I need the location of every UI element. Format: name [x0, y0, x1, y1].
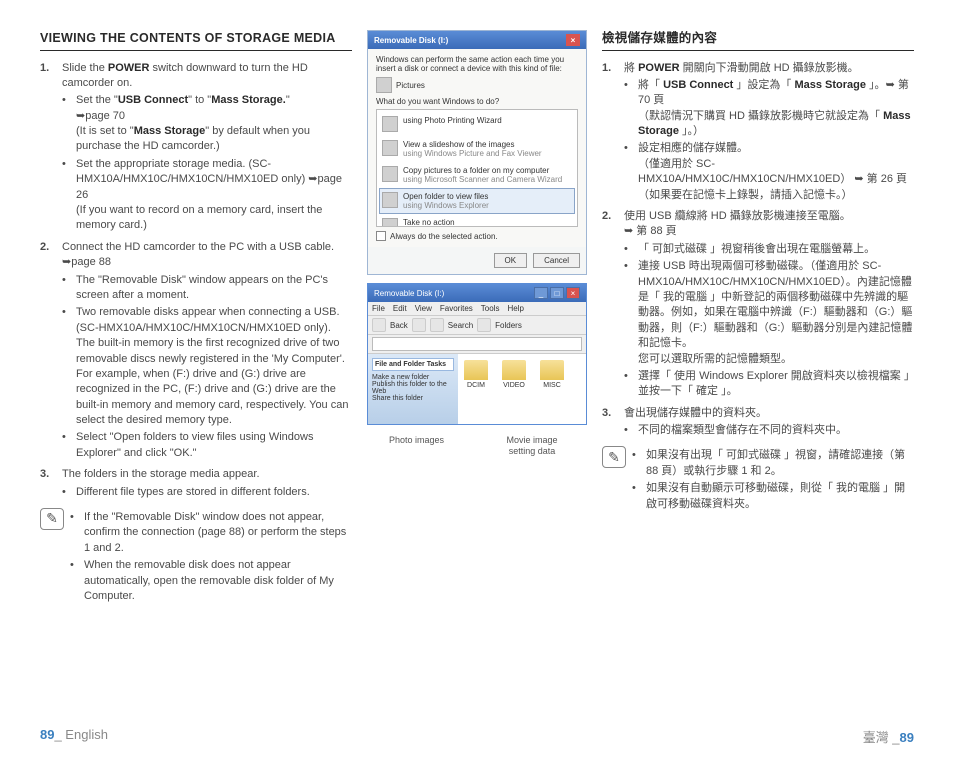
- task-link[interactable]: Share this folder: [372, 395, 454, 402]
- left-column: VIEWING THE CONTENTS OF STORAGE MEDIA 1.…: [40, 30, 352, 700]
- arrow-icon: [62, 256, 71, 268]
- option-icon: [382, 218, 398, 227]
- folder-item[interactable]: MISC: [540, 360, 564, 418]
- step-num: 3.: [602, 406, 624, 441]
- checkbox-icon[interactable]: [376, 231, 386, 241]
- arrow-icon: [624, 225, 633, 237]
- folder-icon: [502, 360, 526, 380]
- cancel-button[interactable]: Cancel: [533, 253, 580, 268]
- menu-bar[interactable]: FileEditViewFavoritesToolsHelp: [368, 302, 586, 316]
- toolbar: Back Search Folders: [368, 316, 586, 335]
- close-icon[interactable]: ×: [566, 287, 580, 299]
- folder-icon: [464, 360, 488, 380]
- dialog-text: What do you want Windows to do?: [376, 97, 578, 106]
- pictures-icon: [376, 77, 392, 93]
- page-footer: 89_ English 臺灣 _89: [40, 727, 914, 746]
- ok-button[interactable]: OK: [494, 253, 528, 268]
- right-column: 檢視儲存媒體的內容 1. 將 POWER 開關向下滑動開啟 HD 攝錄放影機。 …: [602, 30, 914, 700]
- caption-row: Photo images Movie imagesetting data: [367, 435, 587, 457]
- task-link[interactable]: Make a new folder: [372, 374, 454, 381]
- autoplay-option[interactable]: View a slideshow of the imagesusing Wind…: [379, 136, 575, 162]
- arrow-icon: [308, 173, 317, 185]
- address-bar[interactable]: [372, 337, 582, 351]
- step-num: 3.: [40, 467, 62, 502]
- folder-view: DCIM VIDEO MISC: [458, 354, 586, 424]
- autoplay-option[interactable]: Copy pictures to a folder on my computer…: [379, 162, 575, 188]
- note-box: ✎ 如果沒有出現「 可卸式磁碟 」視窗，請確認連接（第 88 頁）或執行步驟 1…: [602, 446, 914, 514]
- autoplay-option-selected[interactable]: Open folder to view filesusing Windows E…: [379, 188, 575, 214]
- close-icon[interactable]: ×: [566, 34, 580, 46]
- step-num: 2.: [40, 240, 62, 463]
- arrow-icon: [854, 173, 863, 185]
- autoplay-option[interactable]: using Photo Printing Wizard: [379, 112, 575, 136]
- folder-icon: [540, 360, 564, 380]
- minimize-icon[interactable]: _: [534, 287, 548, 299]
- option-icon: [382, 116, 398, 132]
- dialog-text: Windows can perform the same action each…: [376, 55, 578, 73]
- dialog-titlebar: Removable Disk (I:) ×: [368, 31, 586, 49]
- task-link[interactable]: Publish this folder to the Web: [372, 381, 454, 395]
- step-num: 1.: [40, 61, 62, 236]
- search-icon[interactable]: [430, 318, 444, 332]
- note-icon: ✎: [602, 446, 626, 468]
- note-box: ✎ If the "Removable Disk" window does no…: [40, 508, 352, 606]
- note-icon: ✎: [40, 508, 64, 530]
- step-num: 1.: [602, 61, 624, 206]
- right-heading: 檢視儲存媒體的內容: [602, 30, 914, 51]
- arrow-icon: [886, 79, 895, 91]
- always-checkbox-row[interactable]: Always do the selected action.: [376, 231, 578, 241]
- center-column: Removable Disk (I:) × Windows can perfor…: [362, 30, 592, 700]
- autoplay-option[interactable]: Take no action: [379, 214, 575, 227]
- back-icon[interactable]: [372, 318, 386, 332]
- maximize-icon[interactable]: □: [550, 287, 564, 299]
- step-body: Slide the POWER switch downward to turn …: [62, 61, 352, 236]
- option-icon: [382, 140, 398, 156]
- option-icon: [382, 192, 398, 208]
- step-body: Connect the HD camcorder to the PC with …: [62, 240, 352, 463]
- forward-icon[interactable]: [412, 318, 426, 332]
- folder-item[interactable]: VIDEO: [502, 360, 526, 418]
- window-titlebar: Removable Disk (I:) _ □ ×: [368, 284, 586, 302]
- removable-disk-dialog: Removable Disk (I:) × Windows can perfor…: [367, 30, 587, 275]
- step-num: 2.: [602, 209, 624, 402]
- left-heading: VIEWING THE CONTENTS OF STORAGE MEDIA: [40, 30, 352, 51]
- option-icon: [382, 166, 398, 182]
- tasks-pane: File and Folder Tasks Make a new folder …: [368, 354, 458, 424]
- explorer-window: Removable Disk (I:) _ □ × FileEditViewFa…: [367, 283, 587, 425]
- folders-icon[interactable]: [477, 318, 491, 332]
- folder-item[interactable]: DCIM: [464, 360, 488, 418]
- arrow-icon: [76, 110, 85, 122]
- step-body: The folders in the storage media appear.…: [62, 467, 352, 502]
